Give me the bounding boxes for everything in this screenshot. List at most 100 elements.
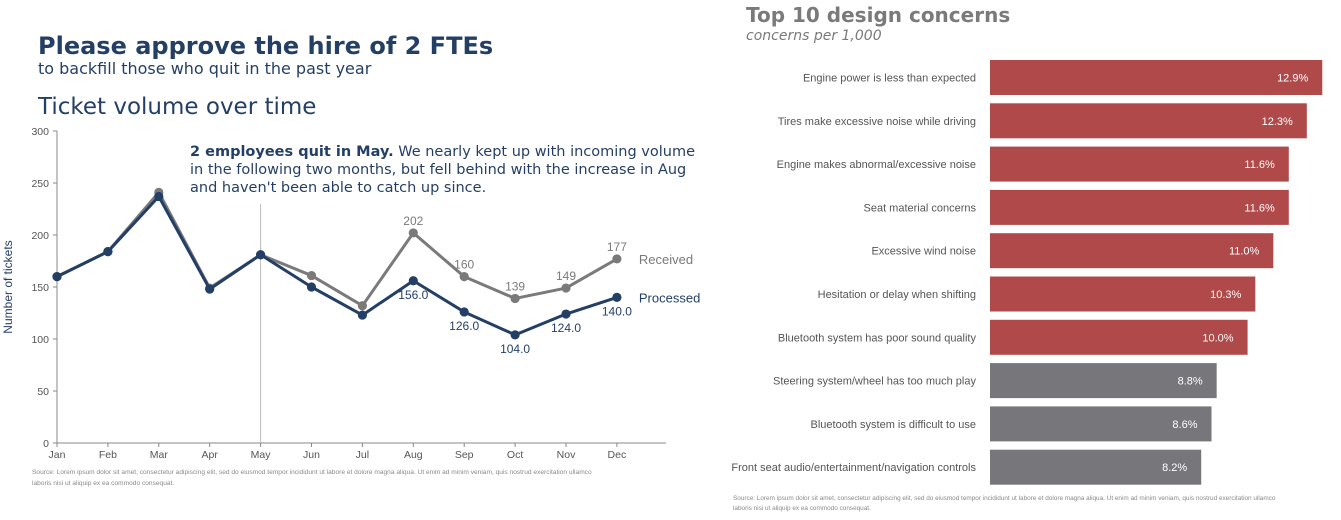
annotation-line-2: in the following two months, but fell be… [190, 162, 686, 178]
y-tick-label: 100 [31, 334, 49, 346]
data-point-received [510, 293, 520, 304]
x-tick-label: Sep [455, 449, 474, 461]
y-tick-label: 300 [31, 126, 49, 138]
x-tick-label: Aug [404, 449, 423, 461]
data-point-received [612, 254, 622, 264]
x-tick-label: Oct [507, 449, 523, 461]
data-label-received: 177 [607, 240, 627, 254]
bar [990, 406, 1212, 442]
data-label-processed: 156.0 [398, 288, 428, 302]
x-tick-label: May [251, 449, 272, 461]
bar-category-label: Engine makes abnormal/excessive noise [777, 159, 976, 171]
bar-category-label: Front seat audio/entertainment/navigatio… [731, 462, 976, 474]
annotation-line-1: 2 employees quit in May. We nearly kept … [190, 144, 695, 160]
data-point-processed [408, 276, 418, 286]
data-point-processed [103, 247, 113, 257]
data-point-processed [154, 191, 164, 202]
y-axis-label: Number of tickets [1, 240, 15, 333]
left-source-line-2: laboris nisi ut aliquip ex ea commodo co… [32, 480, 174, 487]
subheadline: to backfill those who quit in the past y… [38, 59, 372, 78]
bar [990, 363, 1217, 399]
bar-value-label: 8.2% [1162, 462, 1187, 474]
bar-value-label: 12.3% [1262, 116, 1293, 128]
y-tick-label: 200 [31, 230, 49, 242]
annotation-line-3: and haven't been able to catch up since. [190, 180, 486, 196]
annotation-line-1-rest: We nearly kept up with incoming volume [394, 144, 695, 160]
data-point-received [459, 272, 469, 282]
data-point-received [561, 283, 571, 293]
bar-value-label: 10.3% [1210, 289, 1241, 301]
bar [990, 60, 1323, 95]
bar-category-label: Steering system/wheel has too much play [773, 376, 976, 388]
data-point-received [357, 301, 367, 311]
annotation-bold: 2 employees quit in May. [190, 144, 394, 160]
series-line-received [56, 190, 618, 308]
right-source-line-2: laboris nisi ut aliquip ex ea commodo co… [733, 505, 871, 512]
bar-value-label: 11.0% [1229, 246, 1260, 258]
x-tick-label: Apr [202, 449, 219, 461]
series-line-processed [56, 195, 618, 337]
bar-category-label: Engine power is less than expected [803, 73, 976, 85]
data-point-processed [510, 330, 520, 340]
data-point-processed [306, 282, 317, 292]
y-tick-label: 0 [43, 438, 49, 450]
bar-value-label: 12.9% [1277, 73, 1308, 85]
data-point-received [408, 228, 418, 238]
line-chart-axes: 0 50 100 150 200 250 300 Jan Feb Mar Apr May Jun Jul A… [31, 126, 666, 461]
bar-category-label: Seat material concerns [864, 202, 977, 214]
bar-category-label: Tires make excessive noise while driving [778, 116, 976, 128]
bar-chart-bars: Engine power is less than expected 12.9% T… [731, 60, 1323, 485]
y-tick-label: 50 [37, 386, 49, 398]
left-source-line-1: Source: Lorem ipsum dolor sit amet, cons… [32, 469, 592, 476]
bar-value-label: 11.6% [1244, 159, 1275, 171]
bar [990, 233, 1274, 269]
data-label-received: 149 [556, 269, 576, 283]
bar [990, 103, 1307, 139]
bar [990, 146, 1289, 182]
bar-chart-title: Top 10 design concerns [746, 3, 1010, 27]
bar-value-label: 11.6% [1244, 202, 1275, 214]
x-tick-label: Dec [608, 449, 627, 461]
x-tick-label: Nov [557, 449, 576, 461]
bar [990, 189, 1289, 225]
bar-value-label: 8.6% [1172, 419, 1197, 431]
data-label-processed: 124.0 [551, 321, 581, 335]
data-point-received [306, 270, 317, 281]
x-tick-label: Jan [49, 449, 66, 461]
bar-value-label: 8.8% [1178, 376, 1203, 388]
x-tick-label: Jun [303, 449, 320, 461]
series-name-received: Received [639, 252, 693, 267]
data-point-processed [357, 310, 367, 320]
data-point-processed [205, 284, 215, 294]
data-label-processed: 126.0 [449, 319, 479, 333]
right-source-line-1: Source: Lorem ipsum dolor sit amet, cons… [733, 495, 1276, 502]
series-name-processed: Processed [639, 290, 700, 305]
bar-value-label: 10.0% [1202, 332, 1233, 344]
data-point-processed [52, 272, 62, 282]
bar-category-label: Bluetooth system is difficult to use [811, 419, 977, 431]
line-chart-title: Ticket volume over time [37, 94, 316, 120]
y-tick-label: 150 [31, 282, 49, 294]
data-label-processed: 104.0 [500, 342, 530, 356]
data-point-processed [612, 292, 622, 302]
data-point-processed [256, 250, 266, 260]
headline: Please approve the hire of 2 FTEs [38, 32, 493, 60]
data-label-received: 160 [454, 258, 474, 272]
bar [990, 319, 1248, 355]
bar [990, 449, 1202, 485]
data-label-received: 202 [403, 214, 423, 228]
data-label-received: 139 [505, 279, 525, 293]
bar-category-label: Bluetooth system has poor sound quality [778, 332, 977, 344]
bar [990, 276, 1256, 312]
bar-chart-subtitle: concerns per 1,000 [746, 28, 882, 44]
data-point-processed [561, 309, 571, 319]
line-chart-series: 202 160 139 149 177 Received 156.0 126.0 104.0 12… [52, 187, 700, 356]
x-tick-label: Mar [150, 449, 169, 461]
data-label-processed: 140.0 [602, 304, 632, 318]
x-tick-label: Jul [356, 449, 369, 461]
y-tick-label: 250 [31, 178, 49, 190]
data-point-processed [459, 307, 469, 317]
bar-category-label: Excessive wind noise [871, 246, 976, 258]
bar-category-label: Hesitation or delay when shifting [818, 289, 976, 301]
